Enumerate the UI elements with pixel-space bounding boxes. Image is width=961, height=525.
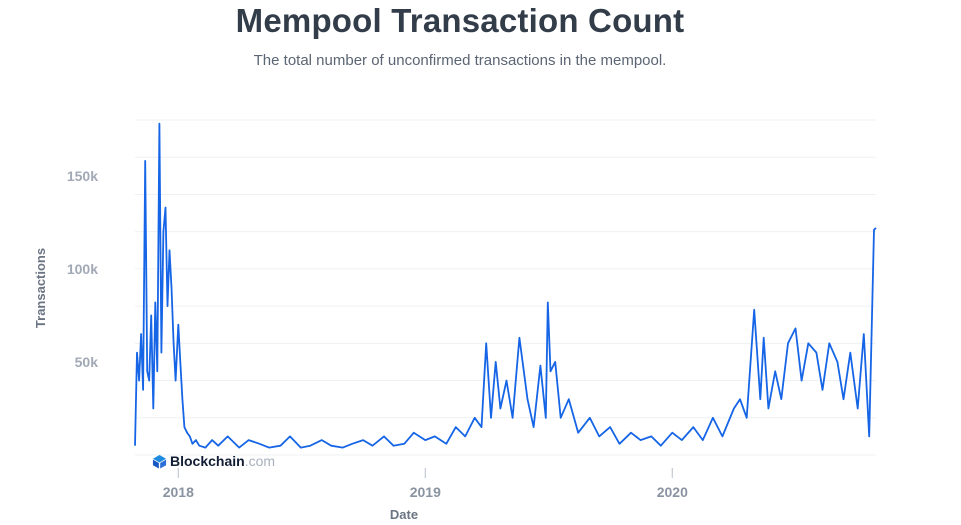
y-axis-ticks: 50k 100k 150k (67, 168, 98, 370)
series-line (134, 122, 877, 449)
x-tick-label: 2020 (657, 484, 688, 500)
y-tick-label: 150k (67, 168, 98, 184)
x-tick-label: 2018 (163, 484, 194, 500)
watermark-brand: Blockchain (170, 453, 245, 469)
y-tick-label: 50k (75, 354, 99, 370)
x-tick-label: 2019 (410, 484, 441, 500)
watermark-tld: .com (244, 453, 276, 469)
y-axis-label: Transactions (33, 248, 48, 328)
series-layer (134, 122, 877, 449)
grid-lines (135, 119, 876, 456)
chart-subtitle: The total number of unconfirmed transact… (253, 52, 667, 69)
x-axis-label: Date (390, 507, 418, 522)
blockchain-watermark: Blockchain .com (152, 453, 275, 469)
x-axis-ticks: 2018 2019 2020 (163, 468, 688, 500)
y-tick-label: 100k (67, 261, 98, 277)
blockchain-logo-icon (152, 454, 167, 469)
chart-title: Mempool Transaction Count (235, 2, 685, 39)
